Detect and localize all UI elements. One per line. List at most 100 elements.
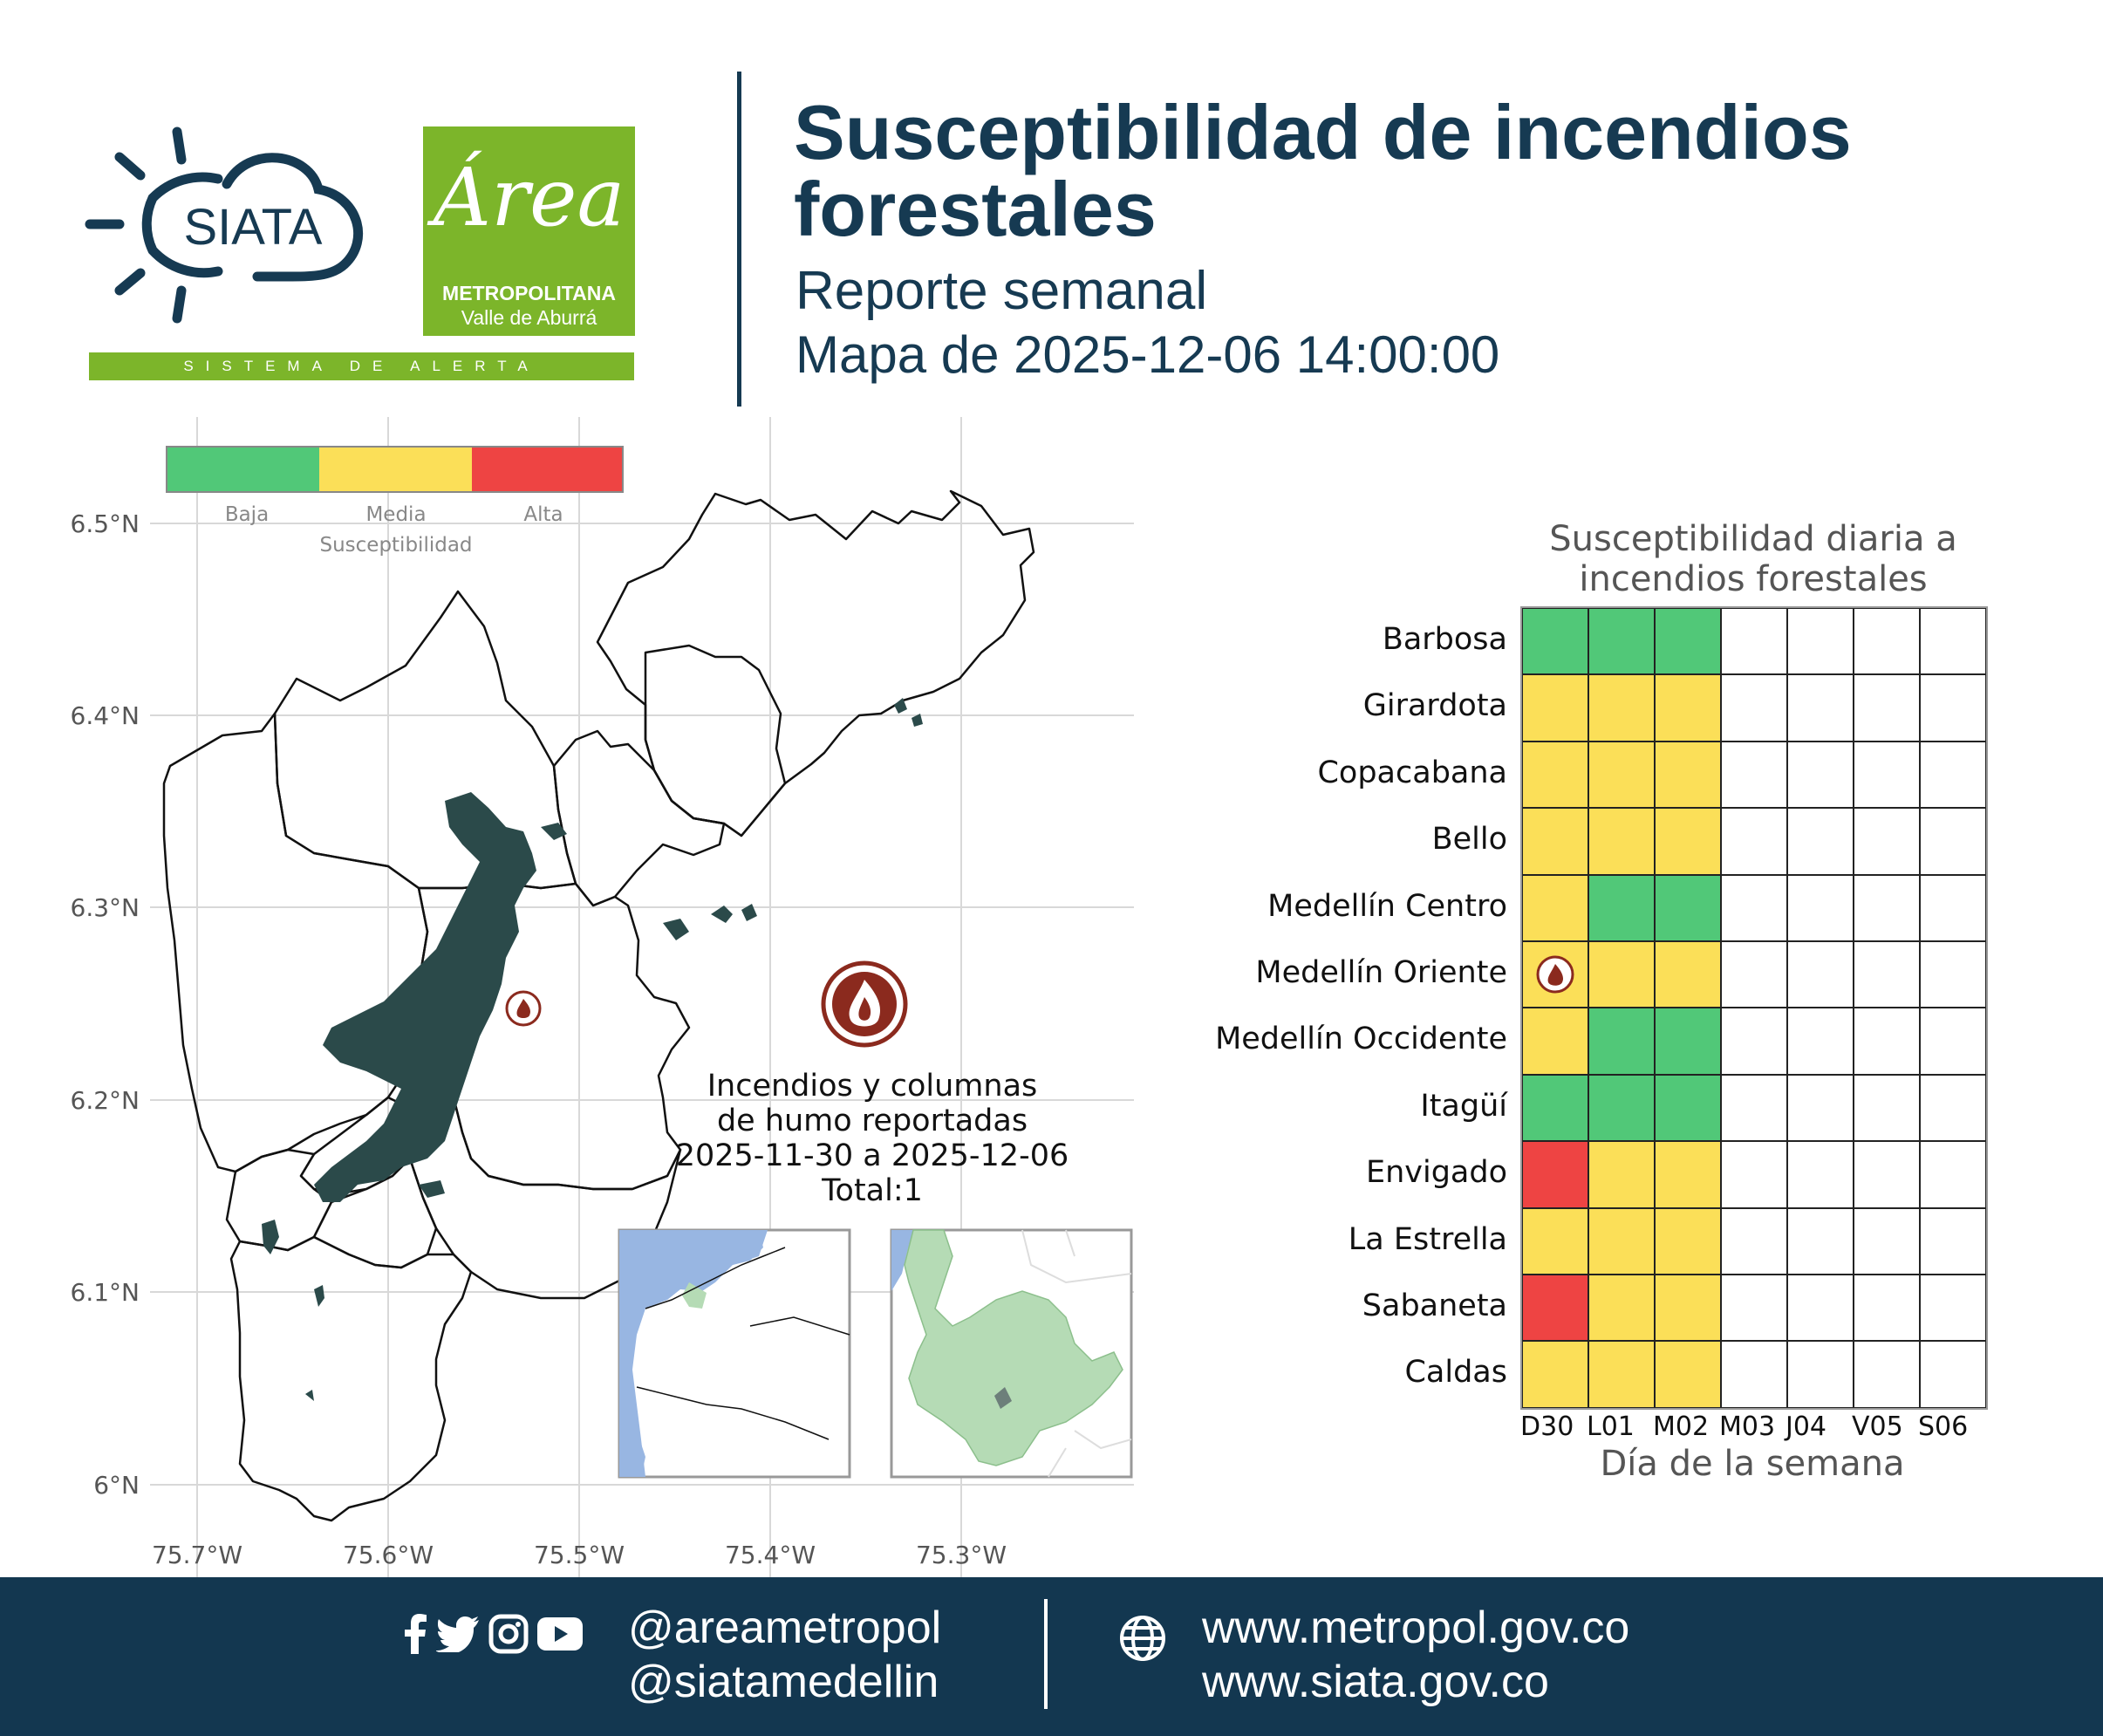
outline-envigado <box>408 1096 682 1300</box>
heatmap-cell <box>1787 808 1854 875</box>
heatmap-cell <box>1522 1008 1588 1075</box>
heatmap-row-label: Medellín Occidente <box>1215 1022 1507 1057</box>
heatmap-title: Susceptibilidad diaria a incendios fores… <box>1509 519 1997 599</box>
heatmap-cell <box>1787 1008 1854 1075</box>
heatmap-grid <box>1520 606 1988 1410</box>
website-siata[interactable]: www.siata.gov.co <box>1202 1657 1549 1707</box>
heatmap-day-label: V05 <box>1852 1411 1903 1442</box>
facebook-icon[interactable] <box>403 1614 427 1654</box>
heatmap-cell <box>1588 940 1655 1008</box>
youtube-icon[interactable] <box>537 1617 583 1651</box>
heatmap-cell <box>1787 940 1854 1008</box>
globe-icon <box>1120 1616 1165 1661</box>
area-metropolitana-logo: Área METROPOLITANA Valle de Aburrá <box>423 126 635 336</box>
heatmap-cell <box>1854 1008 1920 1075</box>
outline-girardota <box>644 644 787 837</box>
siata-logo: SIATA <box>85 126 364 324</box>
fire-note-line3: 2025-11-30 a 2025-12-06 <box>675 1138 1069 1173</box>
area-logo-word: Área <box>433 151 625 244</box>
heatmap-row-label: Itagüí <box>1420 1088 1507 1124</box>
heatmap-cell <box>1588 1141 1655 1208</box>
heatmap-cell <box>1655 1207 1721 1275</box>
heatmap-cell <box>1920 1008 1986 1075</box>
heatmap-cell <box>1854 1074 1920 1142</box>
legend-swatch-baja <box>167 447 319 492</box>
heatmap-cell <box>1588 674 1655 742</box>
heatmap-row-labels: Barbosa Girardota Copacabana Bello Medellín … <box>1134 606 1507 1406</box>
heatmap-cell <box>1854 1341 1920 1408</box>
legend-swatch-alta <box>472 447 623 492</box>
heatmap-cell <box>1655 874 1721 941</box>
heatmap-cell <box>1721 741 1787 809</box>
legend-swatch-media <box>319 447 472 492</box>
heatmap-cell <box>1522 940 1588 1008</box>
inset-region-map <box>618 1228 851 1479</box>
outline-caldas <box>229 1235 473 1522</box>
lat-tick-6-2: 6.2°N <box>71 1086 140 1115</box>
heatmap-day-label: S06 <box>1918 1411 1969 1442</box>
heatmap-row-label: Barbosa <box>1382 622 1507 657</box>
heatmap-cell <box>1787 741 1854 809</box>
legend-label-media: Media <box>365 503 426 526</box>
heatmap-cell <box>1522 1141 1588 1208</box>
heatmap-cell <box>1721 674 1787 742</box>
heatmap-cell <box>1522 741 1588 809</box>
heatmap-column-labels: D30 L01 M02 M03 J04 V05 S06 <box>1520 1411 1984 1442</box>
page-subtitle: Reporte semanal <box>795 261 1208 321</box>
heatmap-cell <box>1588 608 1655 675</box>
heatmap-cell <box>1920 674 1986 742</box>
municipality-map: Baja Media Alta Susceptibilidad <box>71 417 1134 1577</box>
fire-report-note: Incendios y columnas de humo reportadas … <box>672 1069 1073 1208</box>
heatmap-day-label: L01 <box>1587 1411 1635 1442</box>
heatmap-row-label: Bello <box>1431 822 1507 858</box>
map-gridlines <box>150 417 1134 1577</box>
heatmap-cell <box>1920 608 1986 675</box>
siata-logo-text: SIATA <box>184 199 323 256</box>
footer-divider <box>1044 1599 1048 1709</box>
heatmap-cell <box>1920 1074 1986 1142</box>
page-title: Susceptibilidad de incendios forestales <box>794 89 1852 252</box>
social-handle-areametropol[interactable]: @areametropol <box>628 1603 942 1653</box>
lat-tick-6-0: 6°N <box>93 1471 140 1500</box>
heatmap-cell <box>1655 808 1721 875</box>
heatmap-cell <box>1588 1274 1655 1342</box>
map-date: Mapa de 2025-12-06 14:00:00 <box>795 325 1500 384</box>
heatmap-cell <box>1854 808 1920 875</box>
heatmap-row-label: Medellín Oriente <box>1255 954 1507 990</box>
heatmap-cell <box>1854 674 1920 742</box>
heatmap-day-label: D30 <box>1520 1411 1574 1442</box>
vegetation-areas <box>262 698 923 1401</box>
heatmap-cell <box>1588 808 1655 875</box>
heatmap-cell <box>1787 674 1854 742</box>
instagram-icon[interactable] <box>488 1614 529 1654</box>
lat-tick-6-1: 6.1°N <box>71 1278 140 1307</box>
heatmap-cell <box>1655 674 1721 742</box>
susceptibility-legend: Baja Media Alta Susceptibilidad <box>166 446 624 557</box>
heatmap-cell <box>1522 1074 1588 1142</box>
heatmap-cell <box>1721 940 1787 1008</box>
twitter-icon[interactable] <box>436 1616 480 1652</box>
heatmap-cell <box>1721 1274 1787 1342</box>
lon-tick-75-5: 75.5°W <box>534 1541 625 1569</box>
lat-tick-6-5: 6.5°N <box>71 509 140 538</box>
heatmap-row-label: Copacabana <box>1317 755 1507 790</box>
legend-label-baja: Baja <box>225 503 269 526</box>
heatmap-cell <box>1920 874 1986 941</box>
fire-incident-marker[interactable] <box>505 990 542 1027</box>
heatmap-cell <box>1787 1341 1854 1408</box>
heatmap-cell <box>1522 674 1588 742</box>
heatmap-row-label: Sabaneta <box>1362 1288 1507 1323</box>
heatmap-cell <box>1920 1207 1986 1275</box>
heatmap-cell <box>1522 1274 1588 1342</box>
heatmap-cell <box>1655 608 1721 675</box>
heatmap-row-label: Medellín Centro <box>1267 888 1507 924</box>
website-metropol[interactable]: www.metropol.gov.co <box>1202 1603 1630 1653</box>
heatmap-cell <box>1920 1141 1986 1208</box>
legend-label-alta: Alta <box>523 503 563 526</box>
heatmap-cell <box>1655 1008 1721 1075</box>
fire-note-line1: Incendios y columnas <box>707 1069 1038 1104</box>
social-handle-siatamedellin[interactable]: @siatamedellin <box>628 1657 939 1707</box>
heatmap-day-label: M03 <box>1719 1411 1776 1442</box>
heatmap-cell <box>1787 608 1854 675</box>
heatmap-cell <box>1854 1141 1920 1208</box>
